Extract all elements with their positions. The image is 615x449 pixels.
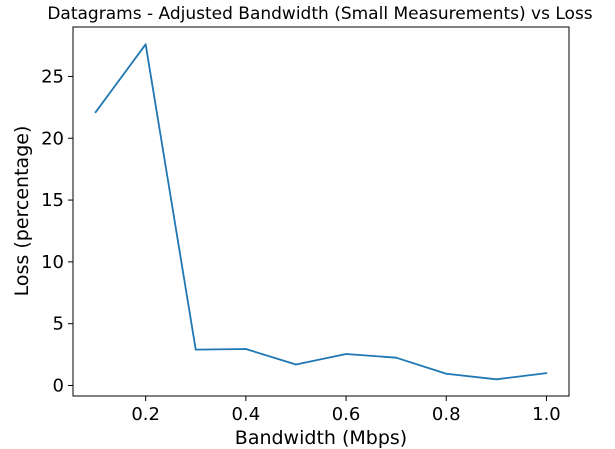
series-line (94, 43, 547, 381)
y-tick-label: 15 (41, 190, 64, 211)
y-tick-label: 20 (41, 128, 64, 149)
x-axis-ticks: 0.2 0.4 0.6 0.8 1.0 (131, 396, 561, 425)
y-axis-ticks: 0 5 10 15 20 25 (41, 66, 73, 396)
data-point (194, 348, 197, 351)
data-point (144, 43, 147, 46)
x-tick-label: 0.4 (232, 404, 261, 425)
data-point (295, 363, 297, 366)
chart-title: Datagrams - Adjusted Bandwidth (Small Me… (47, 4, 592, 24)
y-tick-label: 0 (53, 375, 64, 396)
data-point (545, 372, 548, 375)
x-tick-label: 0.8 (432, 404, 461, 425)
y-tick-label: 10 (41, 252, 64, 273)
data-point (94, 111, 97, 114)
data-point (244, 348, 247, 350)
x-tick-label: 1.0 (532, 404, 561, 425)
plot-frame (72, 26, 570, 397)
data-point (445, 372, 448, 375)
plot-area (73, 27, 569, 396)
data-point (495, 378, 498, 381)
series-points (94, 43, 548, 381)
data-point (395, 356, 398, 359)
data-point (345, 353, 347, 355)
y-axis-label: Loss (percentage) (11, 126, 33, 297)
x-tick-label: 0.6 (332, 404, 361, 425)
x-axis-label: Bandwidth (Mbps) (235, 427, 407, 449)
y-tick-label: 25 (41, 66, 64, 87)
y-tick-label: 5 (53, 314, 64, 335)
x-tick-label: 0.2 (131, 404, 160, 425)
